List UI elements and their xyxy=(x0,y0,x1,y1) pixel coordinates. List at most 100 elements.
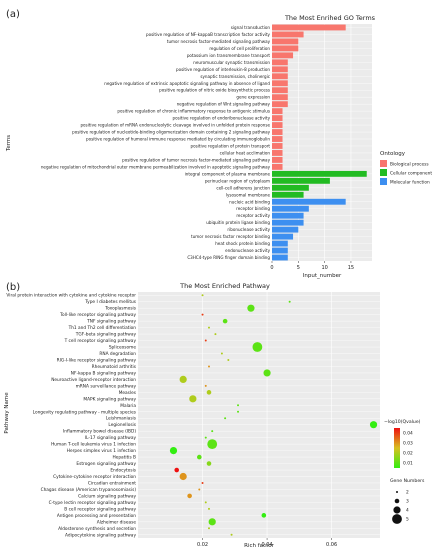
data-point xyxy=(174,467,180,473)
data-point xyxy=(369,421,378,429)
category-label: synaptic transmission, cholinergic xyxy=(200,74,270,79)
category-label: positive regulation of NF-kappaB transcr… xyxy=(146,32,271,37)
category-label: nucleic acid binding xyxy=(229,199,270,204)
pathway-label: RIG-I-like receptor signaling pathway xyxy=(57,357,137,363)
panel-b-size-legend: Gene Numbers 2 3 4 5 xyxy=(390,478,425,524)
color-legend-tick-label: 0.03 xyxy=(403,441,413,447)
data-point xyxy=(206,461,212,466)
panel-b-plot-area xyxy=(138,292,380,538)
category-label: integral component of plasma membrane xyxy=(185,171,271,176)
category-label: tumor necrosis factor-mediated signaling… xyxy=(167,39,271,44)
color-legend-title: −log10(Qvalue) xyxy=(384,419,421,425)
pathway-label: Calcium signaling pathway xyxy=(78,493,136,499)
panel-a-bars xyxy=(272,24,367,261)
data-point xyxy=(247,304,255,312)
panel-b-x-axis-label: Rich factor xyxy=(244,543,274,549)
panel-b-y-axis-label: Pathway Name xyxy=(4,392,10,434)
bar xyxy=(272,143,283,149)
data-point xyxy=(206,390,212,395)
data-point xyxy=(204,339,207,342)
category-label: regulation of cell proliferation xyxy=(209,46,270,51)
legend-label-molecular-function: Molecular function xyxy=(390,180,430,186)
bar xyxy=(272,115,283,122)
pathway-label: MAPK signaling pathway xyxy=(83,396,136,402)
category-label: positive regulation of chronic inflammat… xyxy=(117,109,270,114)
data-point xyxy=(208,518,216,526)
data-point xyxy=(187,493,192,499)
pathway-label: RNA degradation xyxy=(99,351,136,357)
bar xyxy=(272,191,304,198)
data-point xyxy=(179,375,187,383)
x-tick-label: 15 xyxy=(348,265,354,271)
panel-b-x-ticks: 0.02 0.04 0.06 xyxy=(197,538,337,548)
bar xyxy=(272,156,283,163)
size-legend-label: 2 xyxy=(406,490,409,496)
color-legend-bar xyxy=(394,428,400,468)
category-label: positive regulation of nitric oxide bios… xyxy=(159,88,270,93)
x-tick-label: 0 xyxy=(270,265,273,271)
panel-b-grid xyxy=(138,292,380,538)
data-point xyxy=(252,342,263,352)
x-tick-label: 0.06 xyxy=(326,542,337,548)
color-legend-tick-label: 0.04 xyxy=(403,431,413,437)
data-point xyxy=(207,439,218,450)
pathway-label: Inflammatory bowel disease (IBD) xyxy=(63,429,136,435)
legend-label-biological-process: Biological process xyxy=(390,162,429,168)
panel-b-title: The Most Enriched Pathway xyxy=(179,282,270,290)
pathway-label: B cell receptor signaling pathway xyxy=(64,506,136,512)
panel-b-color-legend: −log10(Qvalue) 0.04 0.03 0.02 0.01 xyxy=(384,419,421,468)
bar xyxy=(272,94,288,101)
pathway-label: Estrogen signaling pathway xyxy=(76,461,136,467)
category-label: receptor activity xyxy=(236,213,270,218)
panel-a-title: The Most Enrihed GO Terms xyxy=(284,14,376,22)
data-point xyxy=(224,417,227,420)
pathway-label: Rheumatoid arthritis xyxy=(92,364,137,370)
data-point xyxy=(261,513,267,518)
data-point xyxy=(179,472,187,481)
pathway-label: TGF-beta signaling pathway xyxy=(75,332,137,338)
data-point xyxy=(288,300,291,303)
data-point xyxy=(214,333,217,336)
bar xyxy=(272,254,288,261)
data-point xyxy=(207,326,210,329)
bar xyxy=(272,129,283,135)
color-legend-tick-label: 0.01 xyxy=(403,461,413,467)
pathway-label: T cell receptor signaling pathway xyxy=(64,338,137,344)
bar xyxy=(272,219,304,226)
panel-b-points xyxy=(169,294,378,536)
bar xyxy=(272,247,288,254)
pathway-label: Chagas disease (American trypanosomiasis… xyxy=(41,487,137,493)
pathway-label: Viral protein interaction with cytokine … xyxy=(6,293,136,299)
data-point xyxy=(207,365,210,368)
pathway-label: Human T-cell leukemia virus 1 infection xyxy=(51,442,136,448)
pathway-label: mRNA surveillance pathway xyxy=(76,383,137,389)
category-label: lysosomal membrane xyxy=(226,192,271,197)
data-point xyxy=(207,527,210,530)
x-tick-label: 0.04 xyxy=(261,542,272,548)
pathway-label: Endocytosis xyxy=(110,468,136,474)
data-point xyxy=(237,410,240,413)
pathway-label: Longevity regulating pathway - multiple … xyxy=(33,409,137,415)
bar xyxy=(272,45,299,52)
color-legend-ticks: 0.04 0.03 0.02 0.01 xyxy=(403,431,413,467)
data-point xyxy=(169,447,178,455)
category-label: positive regulation of endoribonuclease … xyxy=(173,116,271,121)
data-point xyxy=(237,404,240,407)
bar xyxy=(272,226,299,233)
pathway-label: Cytokine-cytokine receptor interaction xyxy=(53,474,136,480)
data-point xyxy=(230,533,233,536)
panel-a-legend: Ontology Biological process Cellular com… xyxy=(380,151,432,186)
color-legend-tick-label: 0.02 xyxy=(403,451,413,457)
data-point xyxy=(204,384,207,387)
category-label: heat shock protein binding xyxy=(215,241,270,246)
x-tick-label: 10 xyxy=(321,265,327,271)
legend-label-cellular-component: Cellular component xyxy=(390,171,432,177)
category-label: positive regulation of tumor necrosis fa… xyxy=(122,157,270,162)
category-label: receptor binding xyxy=(236,206,270,211)
panel-b-label: (b) xyxy=(6,282,20,293)
category-label: C3HC4-type RING finger domain binding xyxy=(187,255,270,260)
pathway-label: C-type lectin receptor signaling pathway xyxy=(49,500,137,506)
bar xyxy=(272,101,288,108)
panel-a-category-labels: signal transduction positive regulation o… xyxy=(41,25,271,260)
